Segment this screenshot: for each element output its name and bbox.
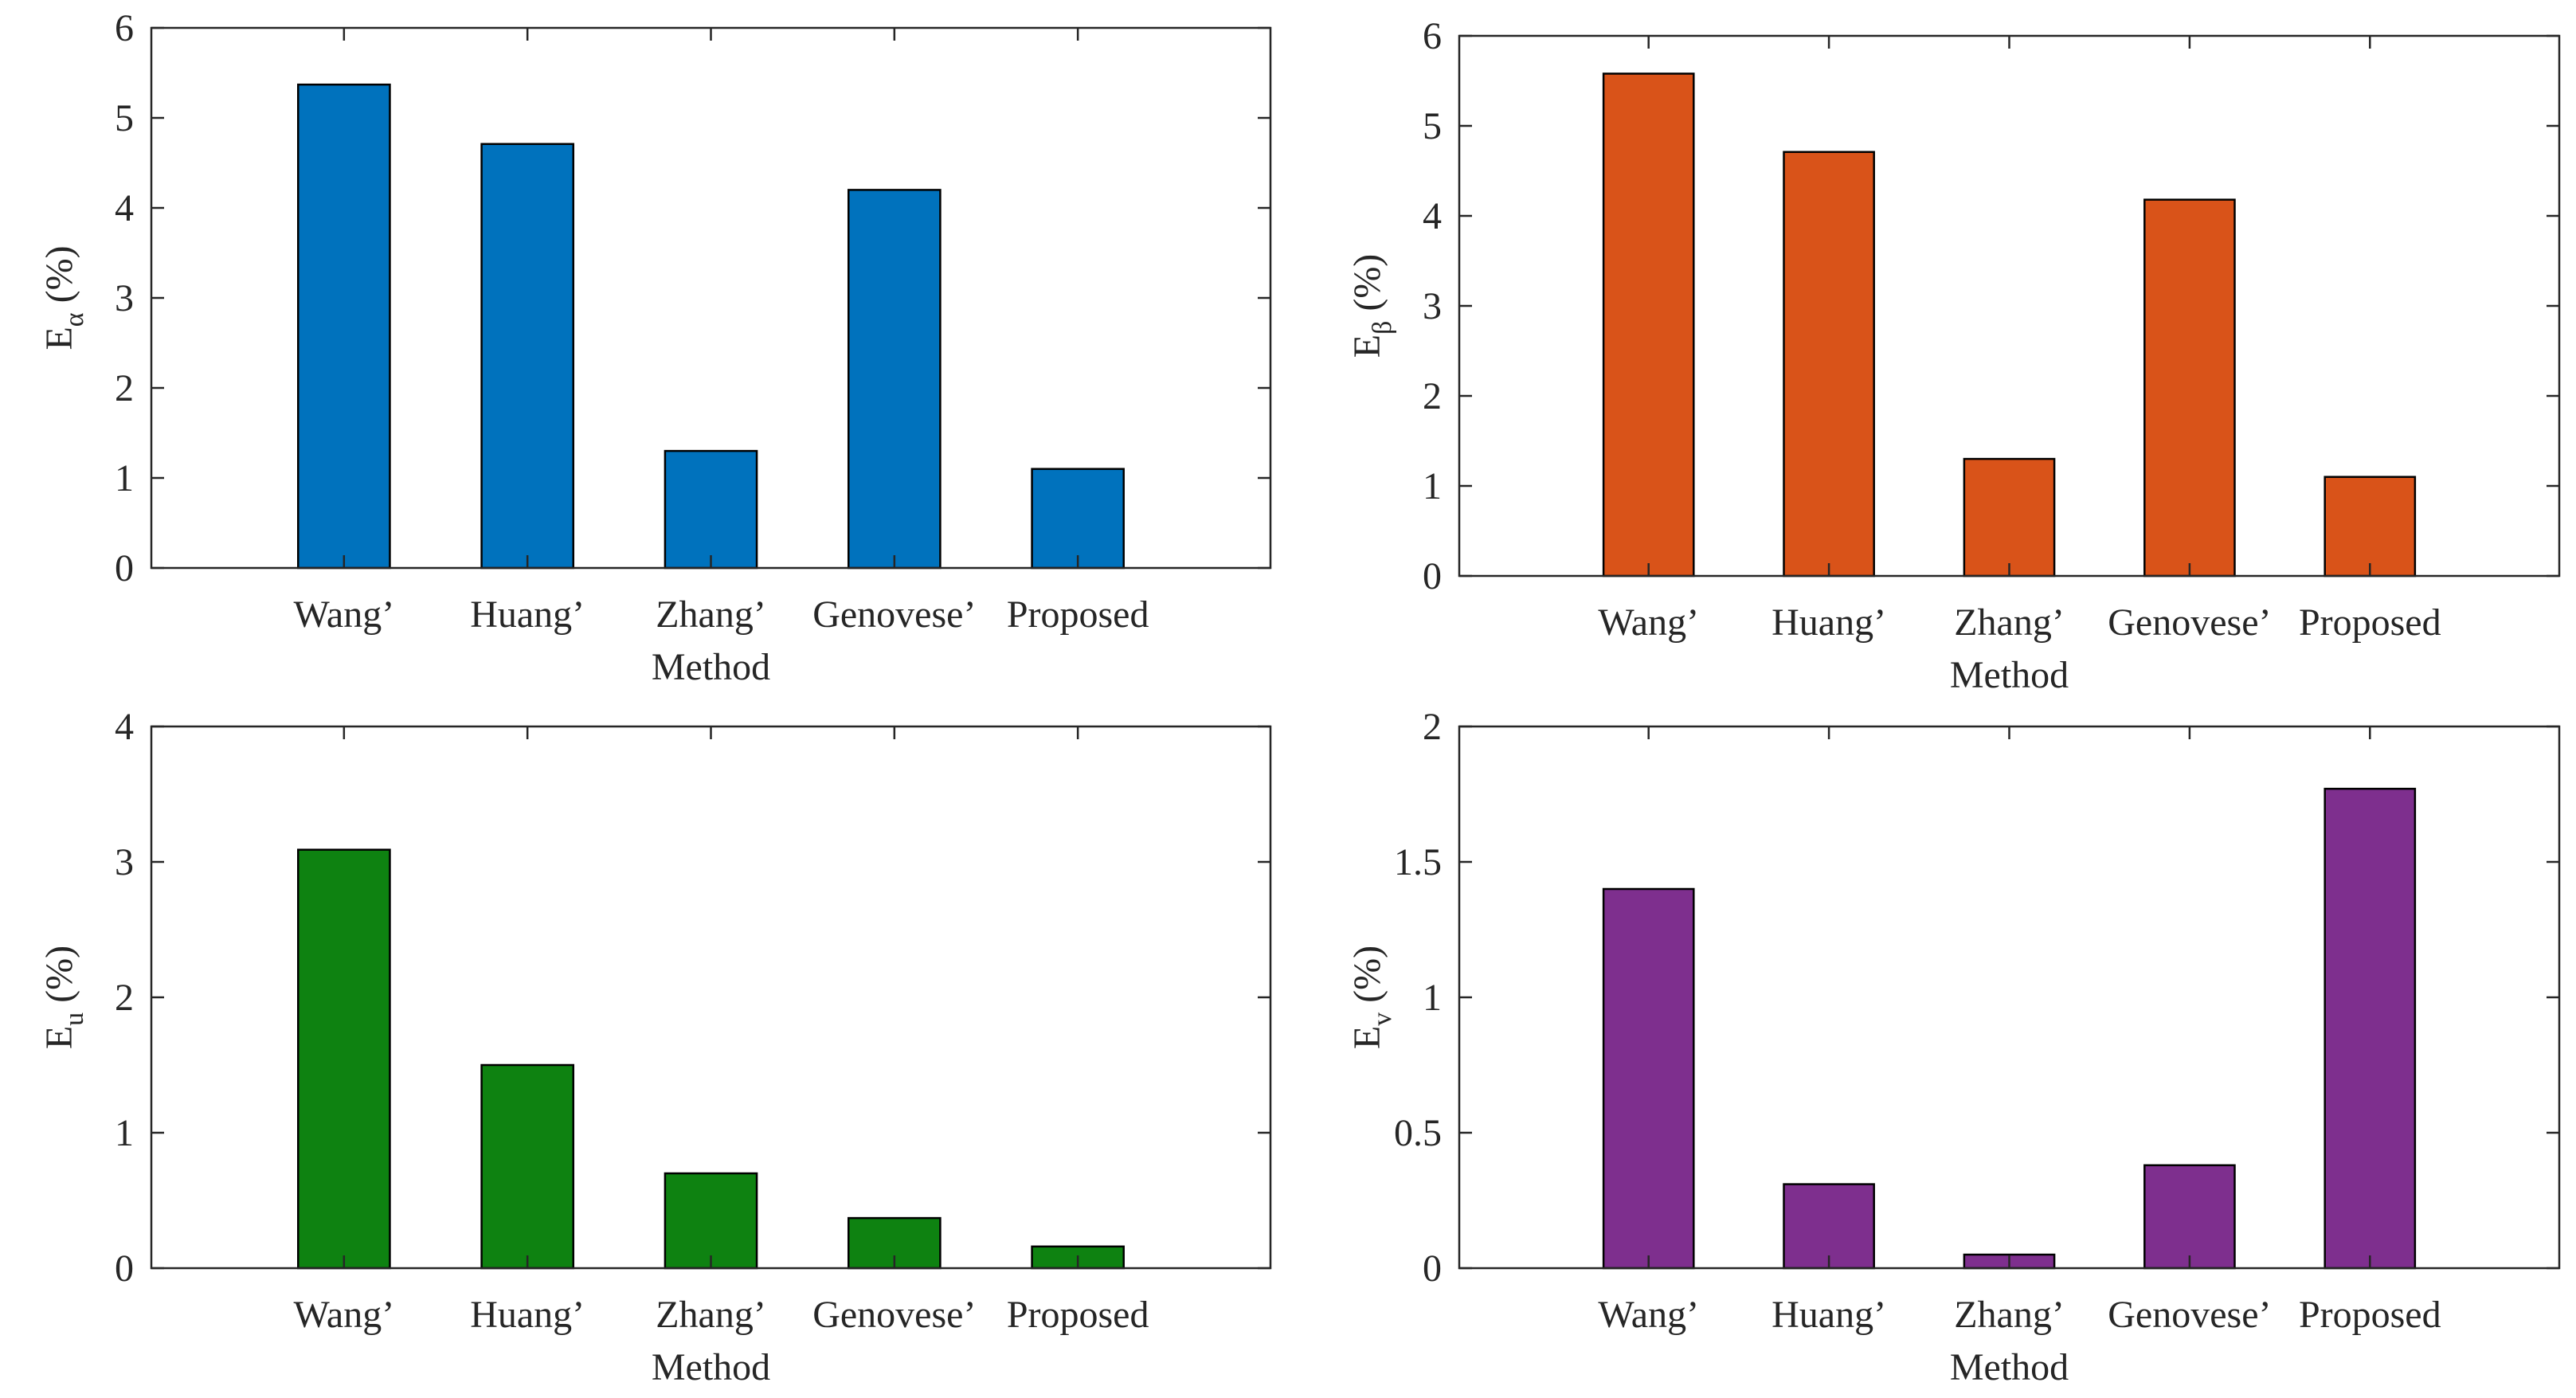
ytick-label-v-1: 0.5: [1394, 1112, 1442, 1154]
bar-beta-1: [1783, 151, 1875, 578]
xtick-label-u-4: Proposed: [1007, 1294, 1149, 1336]
ylabel-unit-alpha: (%): [38, 245, 80, 303]
ytick-label-beta-0: 0: [1423, 555, 1442, 597]
ytick-label-alpha-3: 3: [115, 277, 134, 319]
ytick-label-beta-2: 2: [1423, 375, 1442, 417]
ytick-label-alpha-2: 2: [115, 367, 134, 409]
xtick-label-v-3: Genovese’: [2108, 1294, 2271, 1336]
bar-u-2: [664, 1172, 758, 1270]
subplot-u: 0 1 2 3 4 Wang’ Huang’ Zhang’ Genovese’ Proposed M…: [38, 706, 1272, 1388]
bar-v-1: [1783, 1183, 1875, 1270]
ytick-label-alpha-0: 0: [115, 547, 134, 589]
xtick-label-u-0: Wang’: [293, 1294, 394, 1336]
ytick-label-u-0: 0: [115, 1247, 134, 1290]
bar-beta-4: [2323, 476, 2417, 578]
ylabel-unit-v: (%): [1346, 946, 1388, 1003]
bar-v-0: [1602, 887, 1695, 1270]
xtick-label-alpha-3: Genovese’: [812, 593, 976, 636]
xtick-label-beta-1: Huang’: [1771, 601, 1886, 644]
ylabel-u: Eu (%): [38, 946, 89, 1049]
ylabel-v: Ev (%): [1346, 946, 1397, 1049]
ylabel-main-beta: E: [1346, 335, 1388, 358]
ytick-label-beta-1: 1: [1423, 465, 1442, 507]
ytick-label-v-0: 0: [1423, 1247, 1442, 1290]
bar-alpha-3: [847, 189, 942, 570]
bar-u-1: [480, 1063, 575, 1270]
ytick-label-beta-5: 5: [1423, 105, 1442, 147]
xtick-label-u-2: Zhang’: [656, 1294, 766, 1336]
ytick-label-beta-6: 6: [1423, 15, 1442, 57]
xtick-label-beta-3: Genovese’: [2108, 601, 2271, 644]
xtick-label-beta-2: Zhang’: [1954, 601, 2065, 644]
xtick-label-u-3: Genovese’: [812, 1294, 976, 1336]
xlabel-v: Method: [1950, 1346, 2069, 1388]
xtick-label-beta-0: Wang’: [1598, 601, 1699, 644]
bar-u-0: [297, 848, 391, 1270]
ylabel-main-u: E: [38, 1026, 80, 1049]
bar-beta-0: [1602, 72, 1695, 578]
ytick-label-u-3: 3: [115, 841, 134, 883]
xtick-label-beta-4: Proposed: [2299, 601, 2441, 644]
xtick-label-alpha-0: Wang’: [293, 593, 394, 636]
bar-beta-3: [2143, 198, 2236, 578]
xtick-label-alpha-1: Huang’: [470, 593, 585, 636]
bar-alpha-1: [480, 143, 575, 570]
xtick-label-alpha-2: Zhang’: [656, 593, 766, 636]
ytick-label-alpha-4: 4: [115, 187, 134, 229]
xtick-label-u-1: Huang’: [470, 1294, 585, 1336]
ytick-label-u-1: 1: [115, 1112, 134, 1154]
ylabel-sub-beta: β: [1368, 321, 1397, 335]
subplot-beta: 0 1 2 3 4 5 6 Wang’ Huang’ Zhang’ Genovese’ Propose…: [1346, 15, 2561, 696]
ylabel-main-v: E: [1346, 1026, 1388, 1049]
ytick-label-beta-3: 3: [1423, 285, 1442, 327]
ylabel-unit-beta: (%): [1346, 254, 1388, 311]
ylabel-sub-u: u: [60, 1012, 89, 1026]
ytick-label-v-3: 1.5: [1394, 841, 1442, 883]
ytick-label-alpha-1: 1: [115, 457, 134, 499]
xtick-label-v-0: Wang’: [1598, 1294, 1699, 1336]
xtick-label-v-4: Proposed: [2299, 1294, 2441, 1336]
xtick-label-v-1: Huang’: [1771, 1294, 1886, 1336]
ytick-label-alpha-5: 5: [115, 97, 134, 139]
ytick-label-v-4: 2: [1423, 706, 1442, 748]
subplot-v: 0 0.5 1 1.5 2 Wang’ Huang’ Zhang’ Genovese’ Propo…: [1346, 706, 2561, 1388]
ylabel-alpha: Eα (%): [38, 245, 89, 350]
bar-beta-2: [1963, 457, 2056, 578]
ylabel-main-alpha: E: [38, 327, 80, 350]
subplot-alpha: 0 1 2 3 4 5 6 Wang’ Huang’ Zhang’ Genovese’ Propose…: [38, 7, 1272, 688]
xlabel-u: Method: [652, 1346, 770, 1388]
ytick-label-v-2: 1: [1423, 977, 1442, 1019]
ytick-label-alpha-6: 6: [115, 7, 134, 49]
bar-v-4: [2323, 787, 2417, 1270]
xlabel-alpha: Method: [652, 646, 770, 688]
bar-alpha-4: [1031, 468, 1125, 570]
ylabel-beta: Eβ (%): [1346, 254, 1397, 358]
ylabel-unit-u: (%): [38, 946, 80, 1003]
ytick-label-u-4: 4: [115, 706, 134, 748]
xtick-label-v-2: Zhang’: [1954, 1294, 2065, 1336]
bar-v-3: [2143, 1164, 2236, 1270]
bar-alpha-2: [664, 449, 758, 570]
ylabel-sub-v: v: [1368, 1012, 1397, 1026]
ylabel-sub-alpha: α: [60, 312, 89, 327]
xtick-label-alpha-4: Proposed: [1007, 593, 1149, 636]
ytick-label-beta-4: 4: [1423, 195, 1442, 237]
ytick-label-u-2: 2: [115, 977, 134, 1019]
xlabel-beta: Method: [1950, 654, 2069, 696]
bar-alpha-0: [297, 83, 391, 570]
